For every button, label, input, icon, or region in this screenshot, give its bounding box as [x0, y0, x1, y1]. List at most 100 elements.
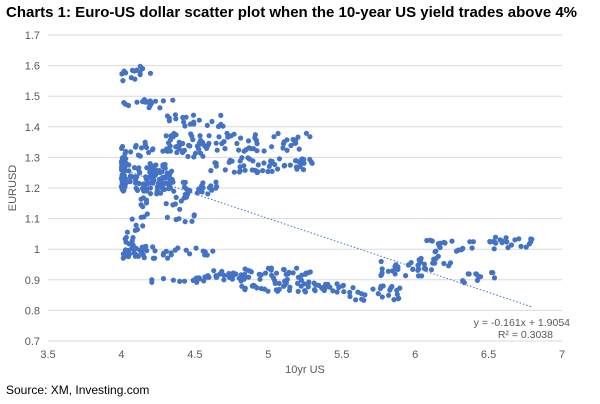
data-point — [250, 283, 256, 289]
data-point — [191, 213, 197, 219]
data-point — [302, 289, 309, 295]
data-point — [449, 238, 455, 244]
data-point — [217, 271, 223, 277]
data-point — [242, 287, 248, 293]
gridlines — [48, 34, 562, 311]
data-point — [122, 253, 128, 259]
data-point — [395, 266, 401, 272]
data-point — [213, 273, 219, 279]
data-point — [170, 179, 176, 185]
data-point — [123, 70, 129, 76]
data-point — [361, 297, 367, 303]
data-point — [183, 247, 189, 253]
data-point — [321, 287, 327, 294]
data-point — [490, 238, 496, 245]
data-point — [272, 280, 278, 286]
data-point — [421, 261, 427, 267]
data-point — [219, 141, 225, 147]
data-point — [147, 185, 153, 191]
data-point — [255, 162, 261, 168]
data-point — [134, 99, 140, 105]
data-point — [166, 186, 172, 192]
data-point — [136, 180, 142, 187]
data-point — [281, 139, 287, 145]
data-point — [189, 218, 195, 224]
data-point — [134, 226, 140, 233]
data-point — [177, 278, 183, 284]
data-point — [275, 130, 281, 137]
data-point — [265, 288, 271, 294]
data-point — [142, 98, 149, 104]
data-point — [470, 239, 476, 245]
data-point — [126, 241, 132, 247]
data-point — [237, 168, 243, 174]
data-point — [245, 155, 251, 161]
data-point — [206, 133, 212, 139]
data-point — [242, 274, 248, 280]
data-point — [353, 297, 359, 303]
data-point — [164, 214, 170, 220]
data-point — [181, 119, 187, 125]
data-point — [213, 185, 219, 191]
data-point — [403, 273, 409, 279]
data-point — [231, 272, 237, 278]
data-point — [490, 270, 496, 276]
data-point — [334, 289, 340, 295]
data-point — [140, 204, 146, 210]
data-point — [285, 271, 291, 277]
data-point — [261, 148, 267, 154]
data-point — [271, 134, 277, 140]
data-point — [287, 162, 293, 168]
data-point — [157, 105, 163, 111]
data-point — [121, 154, 127, 160]
data-point — [475, 273, 481, 279]
data-point — [200, 185, 206, 191]
data-point — [446, 263, 452, 269]
data-point — [213, 179, 219, 185]
data-point — [526, 241, 533, 247]
data-points — [118, 63, 535, 303]
data-point — [512, 237, 518, 243]
y-tick-label: 0.7 — [25, 336, 40, 348]
data-point — [168, 250, 174, 256]
x-tick-label: 6 — [412, 349, 418, 361]
data-point — [246, 145, 252, 151]
data-point — [397, 285, 403, 291]
data-point — [208, 183, 214, 189]
data-point — [191, 119, 197, 125]
data-point — [518, 243, 524, 249]
data-point — [211, 268, 217, 274]
data-point — [375, 291, 381, 297]
data-point — [119, 177, 125, 183]
data-point — [155, 184, 161, 190]
data-point — [311, 287, 318, 293]
data-point — [523, 244, 529, 250]
data-point — [260, 168, 266, 174]
data-point — [222, 167, 228, 173]
data-point — [152, 98, 159, 104]
data-point — [133, 222, 139, 228]
data-point — [347, 293, 353, 300]
data-point — [212, 160, 218, 166]
data-point — [370, 286, 376, 292]
data-point — [281, 162, 288, 168]
data-point — [149, 279, 155, 285]
data-point — [213, 140, 219, 146]
data-point — [307, 134, 313, 140]
data-point — [237, 158, 243, 164]
data-point — [128, 149, 134, 155]
data-point — [252, 135, 258, 141]
data-point — [160, 98, 166, 104]
data-point — [150, 146, 156, 152]
data-point — [177, 206, 183, 212]
data-point — [142, 139, 148, 145]
data-point — [467, 239, 473, 245]
data-point — [208, 168, 214, 174]
data-point — [379, 294, 385, 300]
data-point — [392, 271, 398, 277]
data-point — [272, 161, 278, 168]
data-point — [121, 160, 127, 166]
data-point — [492, 234, 499, 240]
x-tick-label: 5.5 — [334, 349, 349, 361]
data-point — [391, 297, 397, 303]
